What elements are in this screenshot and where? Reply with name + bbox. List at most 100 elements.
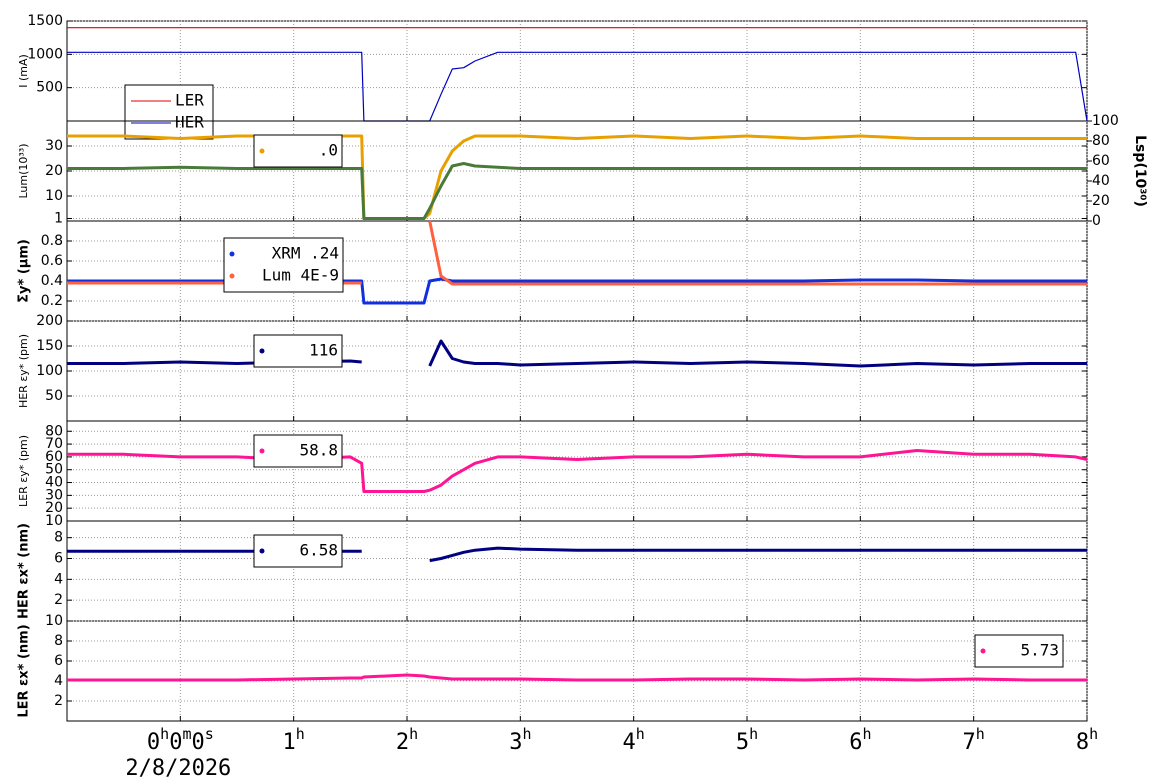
x-tick-label: 5h — [736, 725, 758, 756]
x-tick-label-part: 0 — [147, 730, 160, 755]
y-axis-label: LER εy* (pm) — [17, 435, 30, 507]
y-tick-label: 1 — [54, 211, 63, 227]
y2-tick-label: 20 — [1092, 193, 1110, 209]
legend-swatch — [259, 448, 265, 454]
x-tick-label-part: 3 — [509, 730, 522, 755]
x-tick-label-part: h — [160, 725, 169, 743]
y-axis-label: HER εx* (nm) — [17, 523, 32, 619]
y-tick-label: 1000 — [27, 46, 63, 62]
y-tick-label: 6 — [54, 653, 63, 669]
x-tick-label: 8h — [1076, 725, 1098, 756]
y-axis-label: HER εy* (pm) — [17, 334, 30, 408]
x-tick-label: 6h — [849, 725, 871, 756]
legend-label: Lum 4E-9 — [262, 266, 339, 285]
panel-frame — [66, 20, 1088, 122]
x-tick-label: 3h — [509, 725, 531, 756]
legend-box — [253, 134, 343, 168]
y-tick-label: 10 — [45, 188, 63, 204]
y-tick-label: 200 — [36, 313, 63, 329]
series-line — [67, 51, 1088, 122]
y-tick-label: 30 — [45, 138, 63, 154]
y-tick-label: 4 — [54, 673, 63, 689]
y-tick-label: 8 — [54, 530, 63, 546]
x-tick-label-part: 0 — [191, 730, 204, 755]
y-tick-label: 150 — [36, 338, 63, 354]
y-axis-label: Lum(10³³) — [17, 143, 30, 198]
x-tick-label-part: h — [522, 725, 531, 743]
x-tick-label-part: 6 — [849, 730, 862, 755]
legend-swatch — [980, 648, 986, 654]
x-tick-label-part: 8 — [1076, 730, 1089, 755]
y-tick-label: 50 — [45, 462, 63, 478]
legend-box — [253, 434, 343, 468]
x-tick-label-part: 2 — [396, 730, 409, 755]
legend-label: 116 — [309, 341, 338, 360]
y2-tick-label: 60 — [1092, 153, 1110, 169]
x-tick-label-part: h — [296, 725, 305, 743]
y-axis-label: Σy* (μm) — [17, 239, 32, 303]
x-tick-label-part: s — [205, 725, 214, 743]
y-tick-label: 8 — [54, 633, 63, 649]
y2-tick-label: 0 — [1092, 213, 1101, 229]
y-axis-label: I (mA) — [17, 54, 30, 88]
x-tick-label-part: 4 — [623, 730, 636, 755]
legend-box — [223, 237, 344, 293]
legend-label: 5.73 — [1020, 641, 1059, 660]
y-tick-label: 2 — [54, 693, 63, 709]
y2-tick-label: 100 — [1092, 113, 1119, 129]
series-line — [67, 220, 1087, 286]
x-tick-label-part: h — [862, 725, 871, 743]
x-tick-label: 0h0m0s — [147, 725, 214, 756]
y-tick-label: 0.6 — [41, 253, 63, 269]
legend-box — [974, 634, 1064, 668]
panel-frame — [66, 620, 1088, 722]
y-tick-label: 100 — [36, 363, 63, 379]
x-tick-label-part: h — [636, 725, 645, 743]
legend-label: .0 — [319, 141, 338, 160]
x-tick-label-part: h — [749, 725, 758, 743]
x-tick-label: 7h — [963, 725, 985, 756]
legend-box — [124, 84, 214, 140]
x-tick-label-part: h — [1089, 725, 1098, 743]
y-tick-label: 6 — [54, 551, 63, 567]
x-tick-label: 1h — [283, 725, 305, 756]
series-line — [67, 673, 1087, 682]
panel-frame — [66, 420, 1088, 522]
y-tick-label: 500 — [36, 80, 63, 96]
legend-swatch — [259, 548, 265, 554]
x-tick-label-part: m — [182, 725, 191, 743]
y-tick-label: 0.2 — [41, 293, 63, 309]
panel-frame — [66, 520, 1088, 622]
x-tick-label-part: 5 — [736, 730, 749, 755]
y-tick-label: 20 — [45, 500, 63, 516]
x-tick-label: 2h — [396, 725, 418, 756]
panel-frame — [66, 220, 1088, 322]
y-tick-label: 70 — [45, 436, 63, 452]
legend-swatch — [259, 148, 265, 154]
y-tick-label: 0.8 — [41, 233, 63, 249]
legend-swatch — [259, 348, 265, 354]
x-tick-label-part: 1 — [283, 730, 296, 755]
x-tick-label-part: h — [409, 725, 418, 743]
legend-label: HER — [175, 113, 204, 132]
legend-label: 58.8 — [299, 441, 338, 460]
y2-tick-label: 40 — [1092, 173, 1110, 189]
y2-tick-label: 80 — [1092, 133, 1110, 149]
y-tick-label: 1500 — [27, 13, 63, 29]
y-tick-label: 40 — [45, 475, 63, 491]
legend-box — [253, 334, 343, 368]
y-tick-label: 60 — [45, 449, 63, 465]
legend-swatch — [229, 251, 235, 257]
series-line — [67, 546, 1087, 563]
series-line — [67, 134, 1087, 220]
x-tick-label-part: 0 — [169, 730, 182, 755]
y2-axis-label: Lsp(10³⁰) — [1132, 135, 1148, 207]
y-axis-label: LER εx* (nm) — [17, 624, 32, 717]
y-tick-label: 80 — [45, 423, 63, 439]
x-tick-label-part: h — [976, 725, 985, 743]
y-tick-label: 30 — [45, 487, 63, 503]
series-line — [67, 339, 1087, 368]
y-tick-label: 10 — [45, 613, 63, 629]
y-tick-label: 4 — [54, 571, 63, 587]
